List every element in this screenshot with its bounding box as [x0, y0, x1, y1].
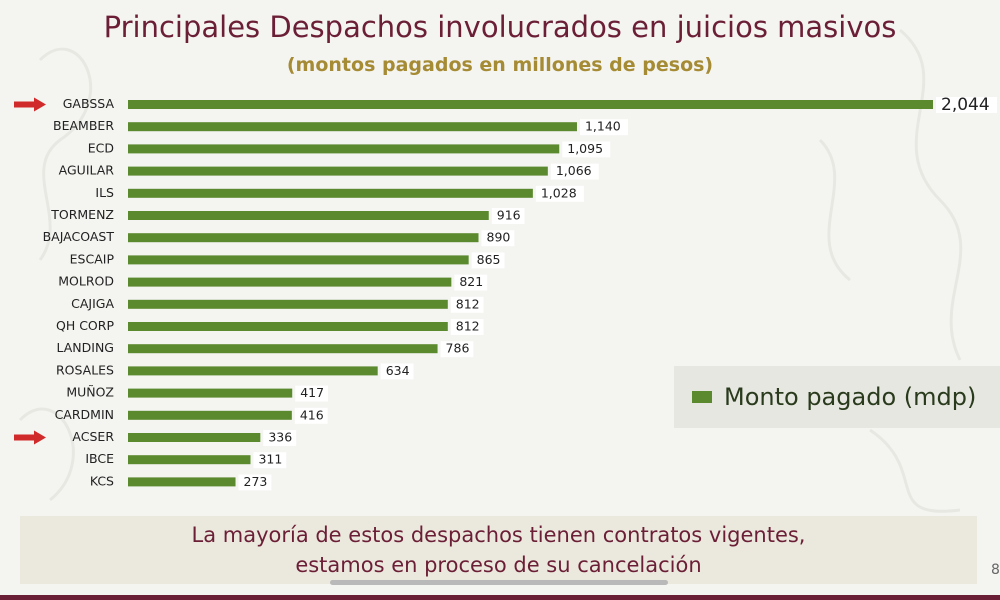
value-label: 890	[487, 230, 511, 245]
category-label: LANDING	[56, 340, 114, 355]
bar	[128, 455, 251, 465]
category-label: TORMENZ	[50, 207, 114, 222]
category-label: CAJIGA	[71, 296, 114, 311]
category-label: KCS	[90, 473, 114, 488]
value-label: 2,044	[941, 95, 990, 115]
value-label-background	[481, 230, 515, 247]
horizontal-scrollbar[interactable]	[330, 580, 668, 585]
value-label: 634	[386, 363, 410, 378]
value-label: 1,028	[541, 185, 577, 200]
page-title: Principales Despachos involucrados en ju…	[103, 10, 897, 44]
bar	[128, 277, 452, 287]
bar	[128, 388, 293, 398]
footer-line-2: estamos en proceso de su cancelación	[295, 553, 702, 577]
bar	[128, 233, 479, 243]
chart-legend: Monto pagado (mdp)	[674, 366, 1000, 428]
footer-banner: La mayoría de estos despachos tienen con…	[20, 516, 977, 584]
value-label: 417	[300, 385, 324, 400]
bar	[128, 166, 548, 176]
category-label: AGUILAR	[59, 163, 115, 178]
value-label: 916	[497, 208, 521, 223]
value-label-background	[440, 341, 474, 358]
category-label: CARDMIN	[55, 407, 114, 422]
value-label-background	[450, 296, 484, 313]
value-label-background	[550, 163, 599, 180]
highlight-arrow-icon	[14, 97, 46, 112]
bar	[128, 188, 533, 198]
bar	[128, 366, 378, 376]
bar	[128, 433, 261, 442]
value-label-background	[471, 252, 505, 269]
category-label: BAJACOAST	[43, 229, 115, 244]
legend-label: Monto pagado (mdp)	[724, 383, 977, 411]
value-label: 821	[459, 274, 483, 289]
value-label-background	[294, 407, 328, 424]
value-label: 812	[456, 319, 480, 334]
category-label: BEAMBER	[53, 118, 114, 133]
value-label: 416	[300, 407, 324, 422]
bottom-strip	[0, 595, 1000, 600]
page-number: 8	[991, 562, 1000, 578]
value-label-background	[295, 385, 329, 402]
value-label: 1,140	[585, 119, 621, 134]
category-label: ROSALES	[56, 362, 114, 377]
value-label: 311	[258, 452, 282, 467]
page-subtitle: (montos pagados en millones de pesos)	[286, 54, 714, 76]
value-label-background	[263, 430, 297, 446]
category-label: ACSER	[72, 429, 114, 444]
value-label: 273	[244, 474, 268, 489]
value-label-background	[936, 97, 997, 113]
bar	[128, 299, 448, 309]
bar	[128, 344, 438, 354]
category-label: GABSSA	[63, 96, 115, 111]
value-label: 865	[477, 252, 501, 267]
value-label: 1,066	[556, 163, 592, 178]
value-label-background	[454, 274, 488, 291]
bar	[128, 211, 489, 220]
bar	[128, 410, 292, 420]
value-label: 812	[456, 296, 480, 311]
bar	[128, 322, 448, 331]
value-label-background	[450, 319, 484, 335]
category-label: QH CORP	[56, 318, 114, 333]
category-label: IBCE	[85, 451, 114, 466]
value-label-background	[579, 119, 628, 136]
category-label: ILS	[95, 185, 114, 200]
category-label: MUÑOZ	[66, 385, 114, 400]
bar	[128, 477, 236, 487]
bar	[128, 122, 577, 132]
value-label: 1,095	[567, 141, 603, 156]
footer-line-1: La mayoría de estos despachos tienen con…	[191, 523, 806, 547]
bar	[128, 100, 933, 109]
value-label-background	[253, 452, 287, 469]
highlight-arrow-icon	[14, 430, 46, 445]
value-label-background	[491, 208, 525, 224]
category-label: MOLROD	[58, 274, 114, 289]
value-label-background	[562, 141, 611, 158]
category-label: ESCAIP	[70, 251, 115, 266]
value-label-background	[535, 185, 584, 202]
value-label: 336	[268, 430, 292, 445]
bar	[128, 255, 469, 265]
category-label: ECD	[88, 140, 114, 155]
value-label-background	[238, 474, 272, 491]
legend-swatch	[692, 391, 712, 403]
value-label-background	[380, 363, 414, 380]
bar	[128, 144, 560, 154]
value-label: 786	[446, 341, 470, 356]
